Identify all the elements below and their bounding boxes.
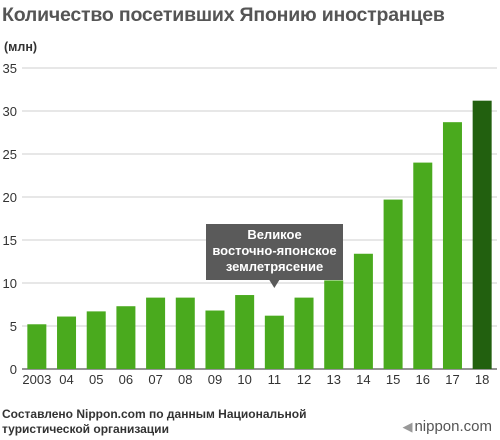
brand-mark-icon: ◀	[402, 419, 413, 434]
bar-18	[472, 100, 492, 370]
bar-09	[205, 310, 225, 369]
source-note: Составлено Nippon.com по данным Национал…	[2, 407, 306, 437]
annotation-text-line: восточно-японское	[212, 243, 336, 258]
x-tick-label: 17	[445, 372, 459, 387]
bar-05	[86, 311, 106, 369]
bar-06	[116, 306, 136, 369]
x-tick-label: 12	[297, 372, 311, 387]
y-tick-label: 15	[3, 233, 17, 248]
bar-04	[57, 316, 77, 369]
y-tick-label: 5	[10, 319, 17, 334]
bar-10	[235, 295, 255, 369]
y-tick-label: 25	[3, 147, 17, 162]
annotation-text-line: землетрясение	[226, 259, 323, 274]
bar-2003	[27, 324, 47, 369]
bar-11	[264, 315, 284, 369]
x-tick-label: 09	[208, 372, 222, 387]
bar-17	[442, 122, 462, 370]
bar-13	[324, 280, 344, 369]
bars	[27, 100, 492, 370]
bar-08	[175, 297, 195, 369]
chart-title: Количество посетивших Японию иностранцев	[2, 4, 445, 26]
source-note-line-1: Составлено Nippon.com по данным Национал…	[2, 407, 307, 421]
x-tick-label: 08	[178, 372, 192, 387]
y-tick-label: 20	[3, 190, 17, 205]
bar-15	[383, 199, 403, 369]
bar-12	[294, 297, 314, 369]
brand-logo: ◀ nippon.com	[402, 418, 492, 435]
x-tick-label: 16	[416, 372, 430, 387]
bar-14	[353, 253, 373, 369]
x-tick-label: 2003	[22, 372, 51, 387]
x-tick-label: 13	[326, 372, 340, 387]
x-tick-label: 10	[237, 372, 251, 387]
x-tick-label: 05	[89, 372, 103, 387]
annotation-box	[206, 224, 343, 280]
x-tick-label: 07	[148, 372, 162, 387]
y-tick-label: 35	[3, 61, 17, 76]
x-tick-label: 11	[268, 372, 282, 387]
y-tick-labels: 0 5 10 15 20 25 30 35	[3, 61, 17, 377]
y-axis-unit-label: (млн)	[4, 40, 38, 54]
bar-07	[146, 297, 166, 369]
bar-16	[413, 162, 433, 369]
y-tick-label: 0	[10, 362, 17, 377]
x-tick-label: 06	[119, 372, 133, 387]
brand-name: nippon.com	[414, 418, 492, 435]
x-tick-label: 15	[386, 372, 400, 387]
annotation-pointer	[269, 280, 280, 288]
x-tick-label: 14	[356, 372, 370, 387]
x-tick-label: 04	[59, 372, 73, 387]
source-note-line-2: туристической организации	[2, 422, 169, 436]
x-tick-label: 18	[475, 372, 489, 387]
annotation-text-line: Великое	[247, 227, 301, 242]
y-tick-label: 10	[3, 276, 17, 291]
x-tick-labels: 2003 04 05 06 07 08 09 10 11 12 13 14 15 16 17 18	[22, 372, 489, 387]
y-tick-label: 30	[3, 104, 17, 119]
